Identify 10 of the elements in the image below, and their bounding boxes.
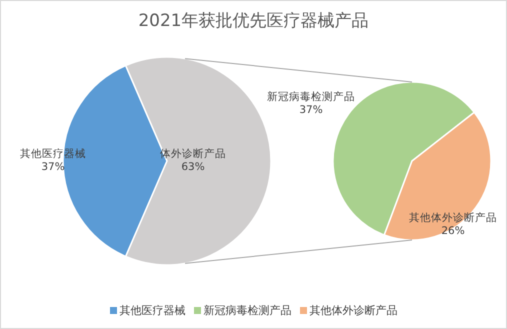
legend-label: 其他医疗器械: [118, 303, 186, 318]
data-label: 63%: [180, 161, 206, 174]
legend-label: 新冠病毒检测产品: [202, 303, 292, 318]
data-label: 26%: [440, 225, 466, 238]
data-label: 37%: [298, 104, 324, 117]
slice-label: 其他医疗器械: [19, 148, 87, 161]
slice-label: 其他体外诊断产品: [408, 212, 498, 225]
chart-title: 2021年获批优先医疗器械产品: [137, 10, 370, 32]
slice-label: 新冠病毒检测产品: [266, 91, 356, 104]
legend-label: 其他体外诊断产品: [308, 303, 398, 318]
